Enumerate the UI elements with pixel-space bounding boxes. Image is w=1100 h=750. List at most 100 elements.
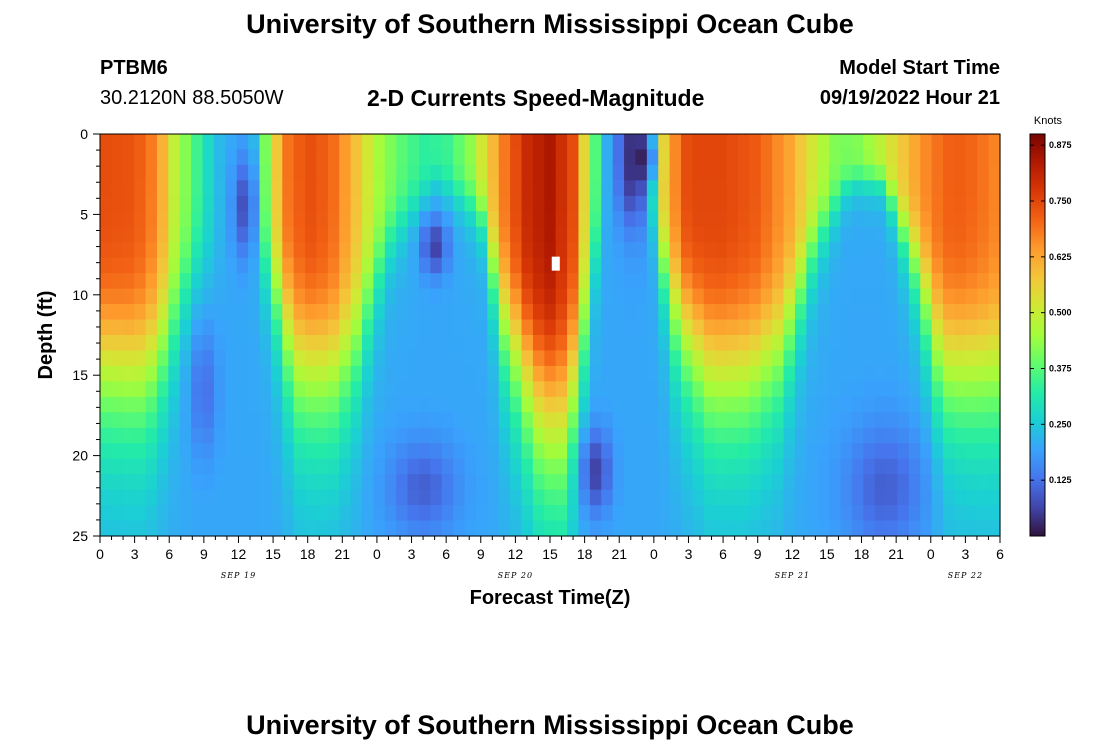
- heatmap-cell: [669, 412, 682, 429]
- heatmap-cell: [134, 489, 147, 506]
- heatmap-cell: [783, 427, 796, 444]
- heatmap-cell: [783, 505, 796, 522]
- heatmap-cell: [453, 288, 466, 305]
- heatmap-cell: [555, 412, 568, 429]
- heatmap-cell: [202, 226, 215, 243]
- heatmap-cell: [886, 257, 899, 274]
- heatmap-cell: [293, 381, 306, 398]
- heatmap-cell: [794, 520, 807, 537]
- heatmap-cell: [943, 273, 956, 290]
- heatmap-cell: [487, 242, 500, 259]
- heatmap-cell: [886, 427, 899, 444]
- heatmap-cell: [908, 489, 921, 506]
- heatmap-cell: [851, 211, 864, 228]
- heatmap-cell: [453, 427, 466, 444]
- heatmap-cell: [373, 365, 386, 382]
- heatmap-cell: [475, 257, 488, 274]
- heatmap-cell: [703, 412, 716, 429]
- heatmap-cell: [749, 412, 762, 429]
- heatmap-cell: [191, 304, 204, 321]
- heatmap-cell: [749, 505, 762, 522]
- heatmap-cell: [760, 226, 773, 243]
- heatmap-cell: [248, 149, 261, 166]
- heatmap-cell: [737, 474, 750, 491]
- heatmap-cell: [669, 474, 682, 491]
- heatmap-cell: [259, 226, 272, 243]
- heatmap-cell: [817, 489, 830, 506]
- heatmap-cell: [430, 396, 443, 413]
- heatmap-cell: [236, 273, 249, 290]
- heatmap-cell: [988, 304, 1001, 321]
- heatmap-cell: [111, 180, 124, 197]
- heatmap-cell: [407, 288, 420, 305]
- heatmap-cell: [749, 319, 762, 336]
- heatmap-cell: [749, 195, 762, 212]
- heatmap-cell: [179, 211, 192, 228]
- heatmap-cell: [282, 195, 295, 212]
- heatmap-cell: [624, 288, 637, 305]
- heatmap-cell: [213, 443, 226, 460]
- chart-title: 2-D Currents Speed-Magnitude: [367, 85, 705, 111]
- heatmap-cell: [100, 381, 112, 398]
- heatmap-cell: [612, 489, 625, 506]
- heatmap-cell: [430, 505, 443, 522]
- heatmap-cell: [681, 381, 693, 398]
- heatmap-cell: [384, 134, 397, 151]
- heatmap-cell: [965, 195, 978, 212]
- heatmap-cell: [510, 396, 523, 413]
- heatmap-cell: [886, 319, 899, 336]
- heatmap-cell: [236, 164, 249, 181]
- heatmap-cell: [316, 288, 329, 305]
- heatmap-cell: [658, 242, 671, 259]
- heatmap-cell: [692, 304, 705, 321]
- heatmap-cell: [521, 474, 534, 491]
- heatmap-cell: [817, 226, 830, 243]
- heatmap-cell: [430, 288, 443, 305]
- heatmap-cell: [703, 427, 716, 444]
- heatmap-cell: [624, 427, 637, 444]
- heatmap-cell: [612, 365, 625, 382]
- heatmap-cell: [681, 164, 693, 181]
- heatmap-cell: [362, 288, 375, 305]
- heatmap-cell: [293, 134, 306, 151]
- heatmap-cell: [339, 443, 352, 460]
- heatmap-cell: [100, 365, 112, 382]
- heatmap-cell: [931, 458, 944, 475]
- heatmap-cell: [532, 443, 545, 460]
- heatmap-cell: [327, 226, 340, 243]
- heatmap-cell: [829, 226, 842, 243]
- heatmap-cell: [920, 319, 933, 336]
- heatmap-cell: [453, 335, 466, 352]
- heatmap-cell: [977, 489, 990, 506]
- heatmap-cell: [589, 134, 602, 151]
- heatmap-cell: [646, 273, 659, 290]
- heatmap-cell: [760, 520, 773, 537]
- heatmap-cell: [122, 319, 135, 336]
- heatmap-cell: [567, 427, 580, 444]
- heatmap-cell: [441, 273, 454, 290]
- heatmap-cell: [886, 350, 899, 367]
- heatmap-cell: [202, 134, 215, 151]
- heatmap-cell: [122, 164, 135, 181]
- heatmap-cell: [464, 304, 477, 321]
- heatmap-cell: [475, 180, 488, 197]
- heatmap-cell: [111, 381, 124, 398]
- heatmap-cell: [635, 257, 648, 274]
- heatmap-cell: [567, 195, 580, 212]
- heatmap-cell: [681, 180, 693, 197]
- heatmap-cell: [305, 365, 318, 382]
- heatmap-cell: [464, 505, 477, 522]
- heatmap-cell: [453, 505, 466, 522]
- heatmap-cell: [248, 365, 261, 382]
- heatmap-cell: [316, 350, 329, 367]
- heatmap-cell: [567, 458, 580, 475]
- heatmap-cell: [453, 273, 466, 290]
- heatmap-cell: [156, 273, 169, 290]
- heatmap-cell: [168, 520, 181, 537]
- heatmap-cell: [886, 273, 899, 290]
- heatmap-cell: [908, 335, 921, 352]
- heatmap-cell: [612, 458, 625, 475]
- heatmap-cell: [954, 381, 967, 398]
- heatmap-cell: [327, 195, 340, 212]
